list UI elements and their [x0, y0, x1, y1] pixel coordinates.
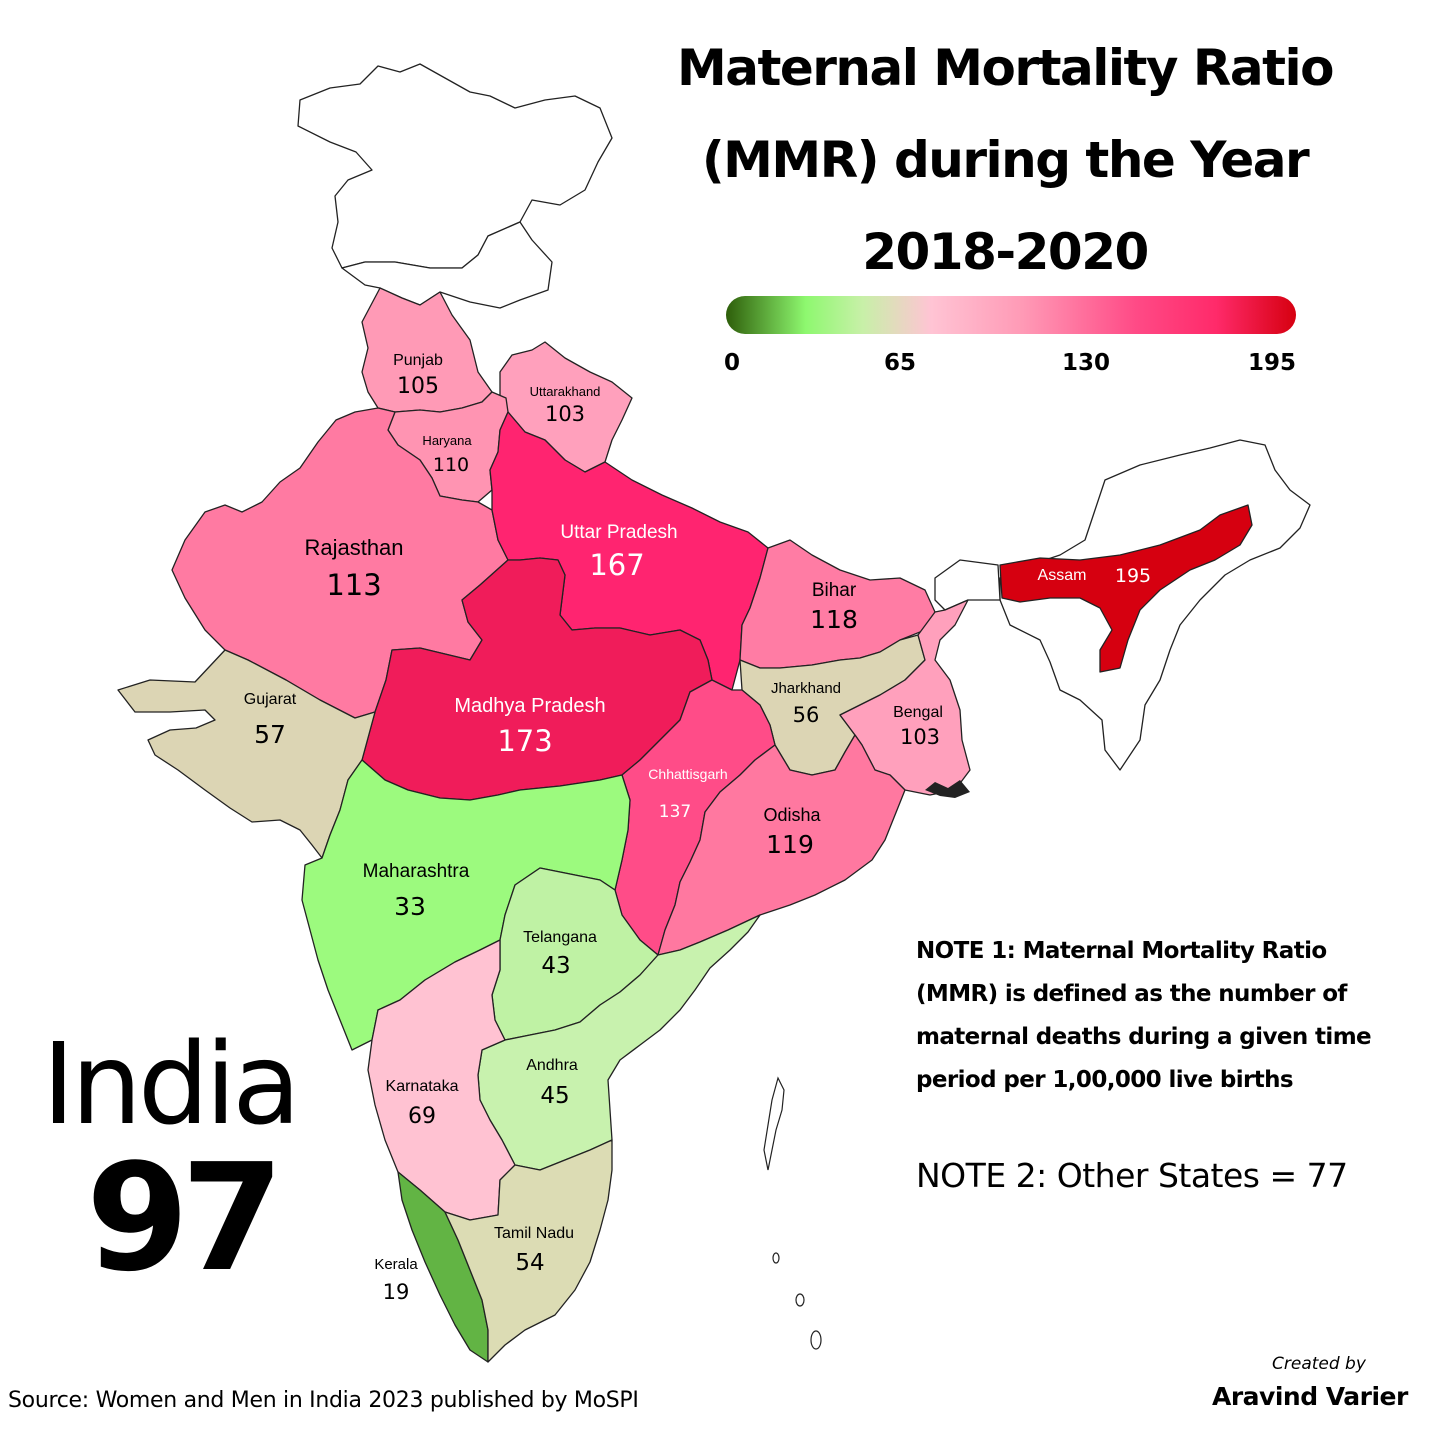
- label-gujarat: Gujarat: [243, 691, 297, 708]
- label-andhra: Andhra: [526, 1057, 578, 1074]
- label-punjab: Punjab: [393, 352, 443, 369]
- credit-label: Created by: [1272, 1354, 1366, 1374]
- value-haryana: 110: [432, 454, 470, 476]
- value-odisha: 119: [766, 830, 814, 859]
- region-jammu-kashmir: [297, 63, 613, 269]
- label-rajasthan: Rajasthan: [304, 535, 404, 560]
- legend-tick-195: 195: [1248, 350, 1297, 376]
- value-telangana: 43: [541, 953, 571, 979]
- color-scale-legend: [726, 296, 1296, 334]
- label-telangana: Telangana: [523, 929, 597, 946]
- region-assam: [999, 504, 1253, 673]
- region-northeast: [999, 439, 1311, 771]
- value-jharkhand: 56: [792, 703, 820, 727]
- label-madhya-pradesh: Madhya Pradesh: [454, 695, 606, 717]
- label-chhattisgarh: Chhattisgarh: [648, 766, 728, 782]
- map-title: Maternal Mortality Ratio (MMR) during th…: [640, 22, 1370, 298]
- andaman-islands: [763, 1076, 822, 1350]
- value-madhya-pradesh: 173: [497, 724, 553, 758]
- label-kerala: Kerala: [374, 1256, 418, 1273]
- note-1: NOTE 1: Maternal Mortality Ratio (MMR) i…: [916, 938, 1372, 1093]
- source-citation: Source: Women and Men in India 2023 publ…: [8, 1388, 639, 1413]
- region-tamil-nadu: [444, 1139, 613, 1363]
- label-jharkhand: Jharkhand: [770, 680, 842, 697]
- label-maharashtra: Maharashtra: [362, 861, 470, 882]
- label-karnataka: Karnataka: [385, 1078, 459, 1095]
- national-label: India: [42, 1020, 301, 1150]
- legend-tick-0: 0: [724, 350, 741, 376]
- note-2: NOTE 2: Other States = 77: [916, 1156, 1348, 1195]
- credit-author: Aravind Varier: [1212, 1382, 1408, 1411]
- label-bengal: Bengal: [893, 704, 943, 721]
- label-tamil-nadu: Tamil Nadu: [493, 1225, 575, 1242]
- legend-tick-65: 65: [884, 350, 917, 376]
- value-andhra: 45: [540, 1083, 570, 1109]
- value-punjab: 105: [397, 374, 439, 399]
- value-bihar: 118: [810, 605, 858, 634]
- sundarbans: [925, 780, 970, 798]
- value-gujarat: 57: [254, 720, 286, 749]
- label-assam: Assam: [1037, 567, 1087, 584]
- label-haryana: Haryana: [422, 433, 472, 448]
- value-maharashtra: 33: [394, 892, 426, 921]
- value-kerala: 19: [382, 1280, 410, 1304]
- region-sikkim-corridor: [934, 559, 1001, 611]
- value-tamil-nadu: 54: [515, 1250, 545, 1276]
- label-uttarakhand: Uttarakhand: [529, 384, 601, 399]
- label-odisha: Odisha: [763, 805, 821, 825]
- title-line-3: 2018-2020: [862, 223, 1149, 281]
- region-odisha: [657, 734, 906, 956]
- value-rajasthan: 113: [326, 568, 382, 602]
- value-bengal: 103: [899, 725, 941, 749]
- legend-tick-130: 130: [1062, 350, 1111, 376]
- region-karnataka: [367, 939, 516, 1221]
- value-assam: 195: [1114, 565, 1152, 587]
- value-chhattisgarh: 137: [658, 802, 692, 822]
- label-uttar-pradesh: Uttar Pradesh: [560, 522, 678, 543]
- value-uttarakhand: 103: [544, 402, 586, 426]
- label-bihar: Bihar: [811, 580, 857, 601]
- national-value: 97: [86, 1132, 284, 1304]
- value-karnataka: 69: [408, 1104, 436, 1129]
- value-uttar-pradesh: 167: [589, 548, 645, 582]
- title-line-1: Maternal Mortality Ratio: [676, 39, 1335, 97]
- region-gujarat: [117, 649, 376, 859]
- title-line-2: (MMR) during the Year: [701, 131, 1310, 189]
